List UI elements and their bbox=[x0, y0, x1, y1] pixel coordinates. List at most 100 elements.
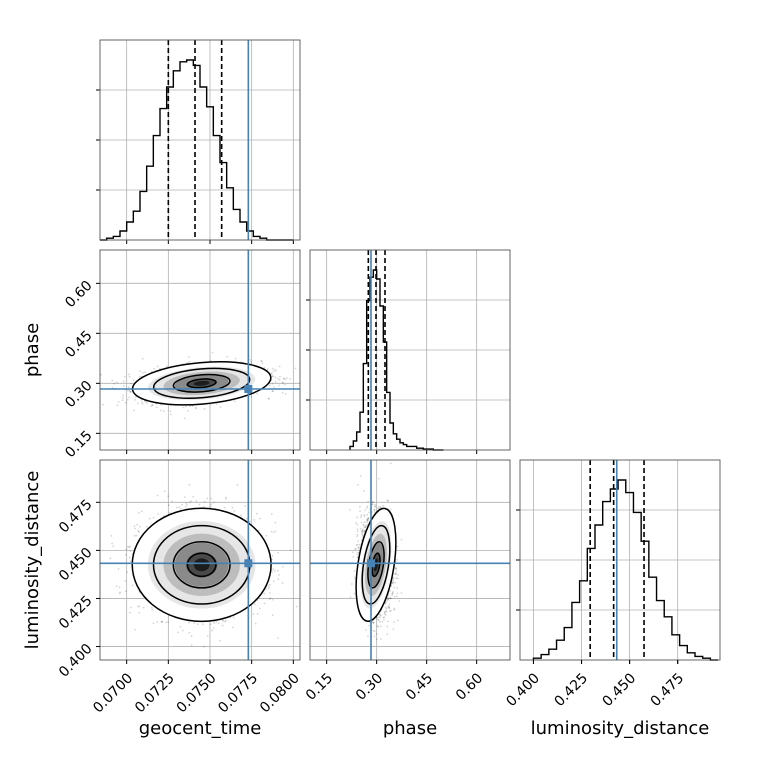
scatter-point bbox=[209, 623, 212, 626]
scatter-point bbox=[127, 373, 130, 376]
scatter-point bbox=[289, 549, 292, 551]
scatter-point bbox=[252, 613, 255, 615]
scatter-point bbox=[100, 373, 102, 376]
scatter-point bbox=[254, 622, 257, 625]
scatter-point bbox=[190, 500, 193, 503]
scatter-point bbox=[184, 506, 187, 508]
scatter-point bbox=[232, 626, 234, 629]
scatter-point bbox=[141, 357, 144, 360]
scatter-point bbox=[187, 409, 189, 412]
panel-frame bbox=[309, 249, 511, 451]
scatter-point bbox=[129, 560, 132, 563]
scatter-point bbox=[198, 503, 201, 506]
scatter-point bbox=[166, 365, 168, 368]
scatter-point bbox=[255, 512, 258, 515]
scatter-point bbox=[281, 582, 284, 584]
scatter-point bbox=[124, 590, 127, 593]
scatter-point bbox=[119, 591, 122, 594]
truth-marker bbox=[244, 385, 253, 393]
scatter-point bbox=[258, 607, 261, 610]
scatter-point bbox=[122, 380, 125, 383]
scatter-point bbox=[134, 396, 137, 399]
scatter-point bbox=[129, 391, 132, 393]
scatter-point bbox=[153, 367, 156, 370]
scatter-point bbox=[117, 567, 120, 570]
scatter-point bbox=[213, 622, 216, 624]
scatter-point bbox=[275, 369, 277, 372]
scatter-point bbox=[125, 548, 128, 551]
scatter-point bbox=[188, 483, 191, 486]
scatter-point bbox=[274, 376, 277, 379]
scatter-point bbox=[222, 619, 225, 622]
scatter-point bbox=[271, 390, 274, 393]
scatter-point bbox=[127, 398, 129, 401]
scatter-point bbox=[271, 598, 274, 601]
scatter-point bbox=[278, 574, 280, 576]
scatter-point bbox=[203, 407, 206, 410]
scatter-point bbox=[193, 622, 196, 624]
density-content bbox=[100, 250, 300, 450]
scatter-point bbox=[226, 355, 229, 358]
scatter-point bbox=[266, 368, 269, 371]
scatter-point bbox=[137, 530, 140, 532]
scatter-point bbox=[194, 407, 197, 410]
panel-frame bbox=[99, 39, 301, 241]
scatter-point bbox=[273, 386, 275, 388]
scatter-point bbox=[112, 545, 115, 548]
scatter-point bbox=[183, 496, 186, 499]
scatter-point bbox=[131, 584, 134, 587]
scatter-point bbox=[271, 373, 273, 375]
scatter-point bbox=[128, 375, 131, 378]
scatter-point bbox=[285, 377, 288, 380]
scatter-point bbox=[274, 368, 276, 371]
scatter-point bbox=[271, 367, 274, 370]
scatter-point bbox=[128, 546, 131, 549]
scatter-point bbox=[156, 621, 159, 623]
scatter-point bbox=[138, 611, 141, 614]
scatter-point bbox=[236, 483, 239, 486]
scatter-point bbox=[279, 375, 281, 378]
scatter-point bbox=[150, 405, 153, 407]
scatter-point bbox=[261, 362, 264, 365]
scatter-point bbox=[234, 357, 237, 360]
histogram-panel-phase bbox=[306, 249, 511, 454]
scatter-point bbox=[185, 502, 188, 505]
scatter-point bbox=[276, 569, 279, 572]
histogram-panel-geocent-time bbox=[96, 39, 301, 244]
scatter-point bbox=[189, 405, 192, 408]
scatter-point bbox=[126, 571, 128, 574]
scatter-point bbox=[272, 580, 275, 583]
scatter-point bbox=[152, 622, 155, 625]
scatter-point bbox=[232, 616, 235, 619]
scatter-point bbox=[127, 545, 129, 548]
scatter-point bbox=[134, 399, 137, 401]
contour-line bbox=[186, 378, 217, 389]
scatter-point bbox=[250, 360, 253, 363]
scatter-point bbox=[260, 360, 263, 362]
contour-line bbox=[172, 373, 231, 393]
scatter-point bbox=[113, 382, 116, 385]
scatter-point bbox=[195, 500, 198, 502]
scatter-point bbox=[268, 587, 270, 589]
scatter-point bbox=[127, 389, 130, 392]
scatter-point bbox=[274, 530, 277, 533]
scatter-point bbox=[215, 621, 218, 623]
scatter-point bbox=[263, 602, 266, 605]
scatter-point bbox=[192, 495, 195, 498]
scatter-point bbox=[186, 361, 189, 364]
scatter-point bbox=[170, 413, 172, 416]
scatter-point bbox=[140, 510, 143, 513]
scatter-point bbox=[163, 490, 166, 493]
scatter-point bbox=[124, 401, 127, 404]
scatter-point bbox=[219, 639, 221, 642]
scatter-point bbox=[274, 381, 277, 383]
scatter-point bbox=[268, 384, 271, 387]
scatter-point bbox=[129, 550, 132, 553]
scatter-point bbox=[267, 585, 270, 587]
scatter-point bbox=[307, 556, 309, 558]
scatter-point bbox=[210, 497, 213, 500]
scatter-point bbox=[269, 591, 271, 594]
scatter-point bbox=[225, 496, 228, 499]
scatter-point bbox=[270, 530, 273, 533]
scatter-point bbox=[121, 399, 124, 402]
